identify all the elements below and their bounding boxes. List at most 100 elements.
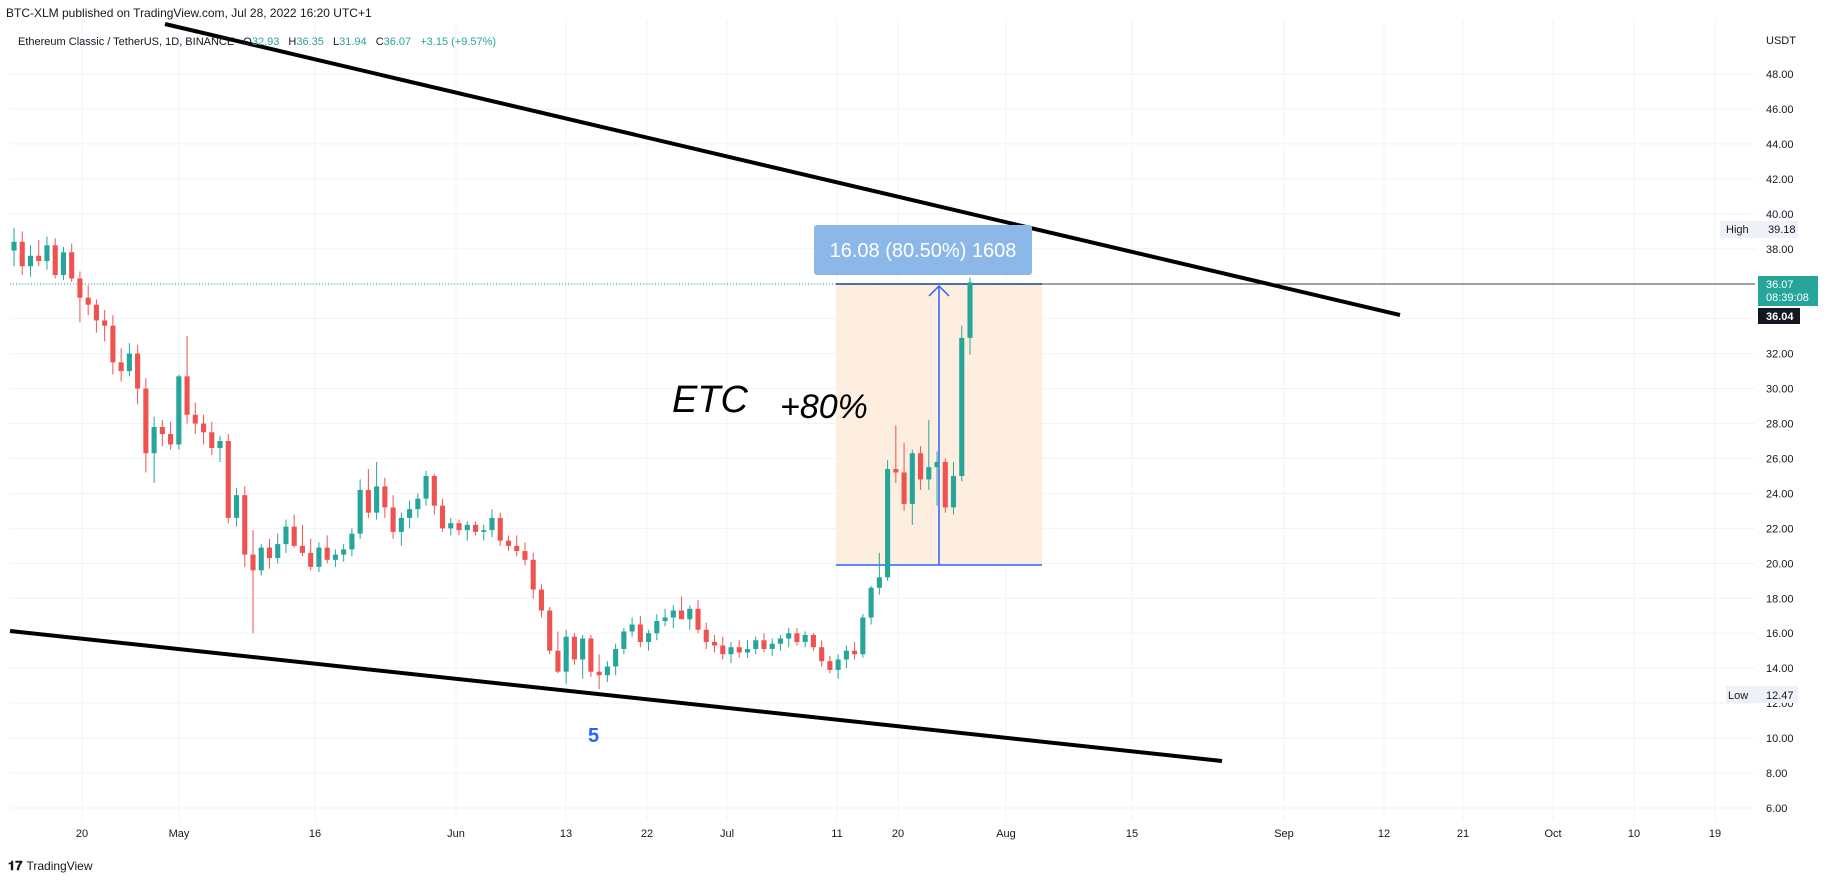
candle-up	[843, 650, 849, 660]
candle-up	[151, 427, 157, 454]
legend: Ethereum Classic / TetherUS, 1D, BINANCE…	[18, 36, 496, 48]
wave-label[interactable]: 5	[588, 725, 599, 747]
legend-high-label: H	[288, 36, 296, 48]
legend-open-value: 32.93	[252, 36, 280, 48]
high-badge-value: 39.18	[1768, 224, 1796, 236]
price-tick-label: 46.00	[1766, 104, 1794, 116]
candle-down	[308, 552, 314, 567]
candles-group	[11, 227, 973, 690]
candle-down	[118, 362, 124, 372]
price-tick-label: 32.00	[1766, 349, 1794, 361]
candle-up	[753, 640, 759, 649]
price-tick-label: 30.00	[1766, 384, 1794, 396]
candle-down	[390, 507, 396, 532]
time-tick-label: Aug	[996, 828, 1016, 840]
candle-down	[571, 636, 577, 660]
candle-down	[143, 388, 149, 454]
candle-down	[69, 252, 75, 279]
price-scale[interactable]: 6.008.0010.0012.0014.0016.0018.0020.0022…	[1766, 69, 1794, 815]
candle-up	[769, 643, 775, 649]
candle-up	[60, 252, 67, 275]
candle-down	[299, 545, 306, 553]
ticker-annotation[interactable]: ETC	[672, 379, 749, 421]
candle-up	[802, 634, 808, 642]
candle-up	[44, 245, 50, 261]
time-tick-label: 10	[1628, 828, 1640, 840]
candle-down	[159, 427, 165, 435]
candle-down	[893, 468, 899, 473]
candle-up	[967, 282, 973, 338]
candle-up	[876, 577, 882, 588]
gain-annotation[interactable]: +80%	[780, 388, 868, 426]
candle-down	[184, 376, 190, 415]
countdown-value: 08:39:08	[1766, 292, 1809, 304]
footer: 𝟏𝟕 TradingView	[8, 858, 93, 874]
currency-label: USDT	[1766, 35, 1796, 47]
price-tick-label: 22.00	[1766, 523, 1794, 535]
candle-up	[481, 530, 487, 532]
candle-up	[646, 633, 652, 642]
candle-down	[695, 608, 701, 630]
candle-down	[588, 638, 594, 672]
candle-up	[687, 608, 693, 620]
candle-up	[604, 666, 610, 676]
publisher-line: BTC-XLM published on TradingView.com, Ju…	[6, 6, 372, 20]
time-tick-label: 21	[1457, 828, 1469, 840]
candle-down	[266, 547, 273, 559]
candle-down	[19, 241, 25, 267]
time-tick-label: 15	[1126, 828, 1138, 840]
candle-down	[497, 517, 503, 541]
candle-down	[827, 661, 833, 670]
candle-down	[505, 540, 512, 546]
candle-up	[349, 533, 355, 550]
candle-down	[324, 547, 330, 560]
legend-close-label: C	[376, 36, 384, 48]
candle-down	[852, 650, 858, 655]
candle-up	[398, 517, 404, 532]
time-tick-label: Jul	[720, 828, 734, 840]
candle-up	[27, 255, 34, 267]
candle-up	[662, 617, 668, 622]
candle-up	[176, 376, 182, 445]
candle-up	[934, 461, 940, 468]
candle-up	[580, 638, 586, 660]
candle-up	[464, 524, 470, 531]
time-tick-label: 20	[76, 828, 88, 840]
legend-low-label: L	[333, 36, 339, 48]
time-scale[interactable]: 20 May 16 Jun 13 22 Jul 11 20 Aug 15 Sep 12 21 Oct 10 19	[76, 828, 1721, 840]
time-tick-label: 12	[1378, 828, 1390, 840]
candle-up	[959, 337, 965, 476]
candle-down	[52, 245, 58, 275]
candle-down	[720, 645, 726, 655]
candle-up	[563, 636, 569, 672]
candle-up	[670, 610, 676, 618]
candle-down	[439, 505, 446, 529]
candle-down	[547, 610, 553, 651]
candle-down	[225, 441, 231, 518]
upper-trendline[interactable]	[164, 22, 1401, 317]
candle-up	[275, 544, 281, 559]
candle-up	[868, 587, 874, 618]
candle-up	[258, 547, 264, 571]
candle-down	[794, 633, 800, 642]
candle-up	[909, 453, 915, 504]
price-tick-label: 24.00	[1766, 488, 1794, 500]
measure-label-bg[interactable]	[814, 225, 1032, 275]
candle-down	[135, 353, 141, 389]
candle-up	[654, 621, 660, 634]
candle-down	[530, 559, 536, 590]
lower-trendline[interactable]	[9, 629, 1223, 763]
time-tick-label: 13	[560, 828, 572, 840]
candle-up	[728, 647, 734, 655]
last-price-badge: 36.07 08:39:08	[1758, 276, 1818, 306]
candle-down	[678, 610, 685, 620]
candle-up	[217, 441, 223, 448]
price-tick-label: 16.00	[1766, 628, 1794, 640]
candle-down	[36, 255, 42, 261]
tradingview-logo-icon: 𝟏𝟕	[8, 858, 23, 873]
price-tick-label: 26.00	[1766, 453, 1794, 465]
candle-up	[11, 241, 17, 251]
price-tick-label: 48.00	[1766, 69, 1794, 81]
